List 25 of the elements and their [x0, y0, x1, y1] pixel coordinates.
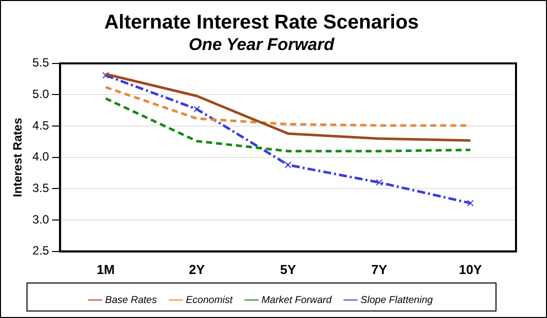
legend-label: Base Rates [105, 294, 157, 306]
y-tick-label: 4.0 [32, 150, 50, 164]
y-tick-label: 4.5 [32, 118, 50, 132]
point [467, 200, 474, 206]
x-tick-label: 2Y [188, 262, 206, 277]
y-tick-label: 5.0 [32, 87, 50, 102]
line-series [104, 97, 472, 152]
x-tick-label: 7Y [371, 262, 388, 277]
point [194, 106, 200, 112]
legend-label: Economist [186, 294, 234, 306]
x-tick-label: 5Y [280, 262, 296, 277]
x-tick-label: 1M [96, 262, 115, 277]
legend-label: Slope Flattening [360, 294, 434, 306]
chart-title: Alternate Interest Rate Scenarios [104, 12, 419, 34]
y-tick-label: 3.5 [32, 181, 50, 196]
y-axis-title: Interest Rates [10, 117, 25, 198]
legend-label: Market Forward [262, 294, 332, 306]
x-tick-label: 10Y [458, 262, 482, 277]
y-tick-label: 3.0 [32, 212, 50, 226]
y-tick-label: 5.5 [32, 56, 50, 70]
point [284, 162, 292, 168]
point [376, 179, 383, 186]
point [102, 72, 109, 79]
chart-subtitle: One Year Forward [188, 34, 335, 54]
y-tick-label: 2.5 [32, 244, 50, 258]
